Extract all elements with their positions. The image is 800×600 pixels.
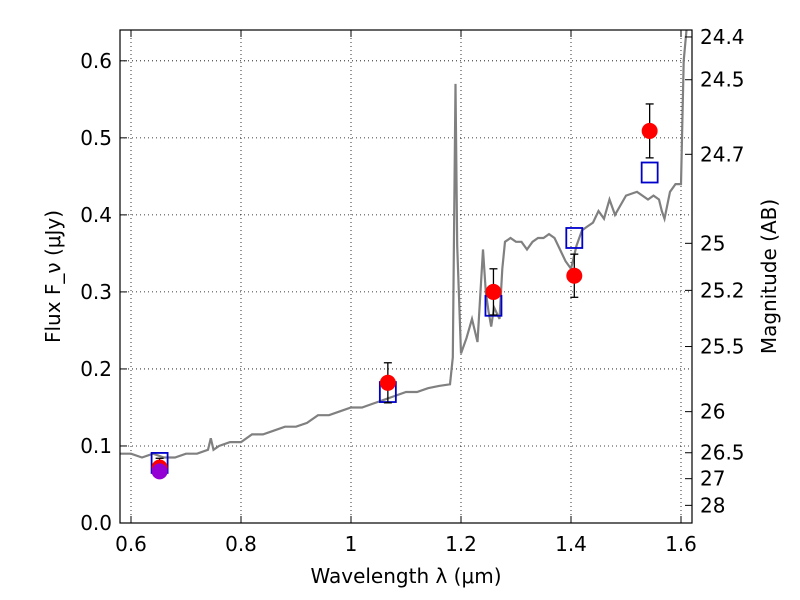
right-tick-label: 25.5 (700, 335, 745, 359)
x-tick-label: 0.6 (115, 532, 147, 556)
right-axis-title: Magnitude (AB) (757, 199, 781, 354)
x-tick-label: 1.6 (665, 532, 697, 556)
x-tick-label: 1.4 (555, 532, 587, 556)
y-tick-label: 0.4 (80, 203, 112, 227)
template-spectrum-line (120, 30, 688, 459)
grid-layer (120, 30, 692, 523)
y-tick-label: 0.1 (80, 434, 112, 458)
right-tick-label: 26.5 (700, 441, 745, 465)
right-tick-label: 25 (700, 231, 725, 255)
x-tick-label: 0.8 (225, 532, 257, 556)
y-axis-title: Flux F_ν (μJy) (41, 210, 65, 343)
y-tick-label: 0.0 (80, 511, 112, 535)
y-tick-label: 0.5 (80, 126, 112, 150)
observed-flux-point (485, 283, 502, 300)
y-tick-label: 0.6 (80, 49, 112, 73)
observed-flux-point (566, 267, 583, 284)
x-tick-label: 1.2 (445, 532, 477, 556)
plot-layer (120, 30, 688, 480)
y-tick-label: 0.3 (80, 280, 112, 304)
right-tick-label: 25.2 (700, 278, 745, 302)
right-tick-label: 24.5 (700, 68, 745, 92)
observed-flux-point (641, 122, 658, 139)
x-tick-label: 1 (345, 532, 358, 556)
right-tick-label: 28 (700, 493, 725, 517)
plot-frame (119, 29, 693, 524)
band-flux-point (151, 463, 168, 480)
right-tick-label: 24.7 (700, 142, 745, 166)
model-flux-square (565, 227, 584, 249)
observed-flux-point (379, 374, 396, 391)
right-tick-label: 27 (700, 467, 725, 491)
y-tick-label: 0.2 (80, 357, 112, 381)
right-tick-label: 26 (700, 400, 725, 424)
right-tick-label: 24.4 (700, 25, 745, 49)
x-axis-title: Wavelength λ (μm) (310, 564, 501, 588)
model-flux-square (640, 161, 659, 184)
axis-layer: 0.6 0.8 1 1.2 1.4 1.6 0.0 0.1 0.2 0.3 0.4 0.5 0.6 24.… (80, 25, 744, 556)
